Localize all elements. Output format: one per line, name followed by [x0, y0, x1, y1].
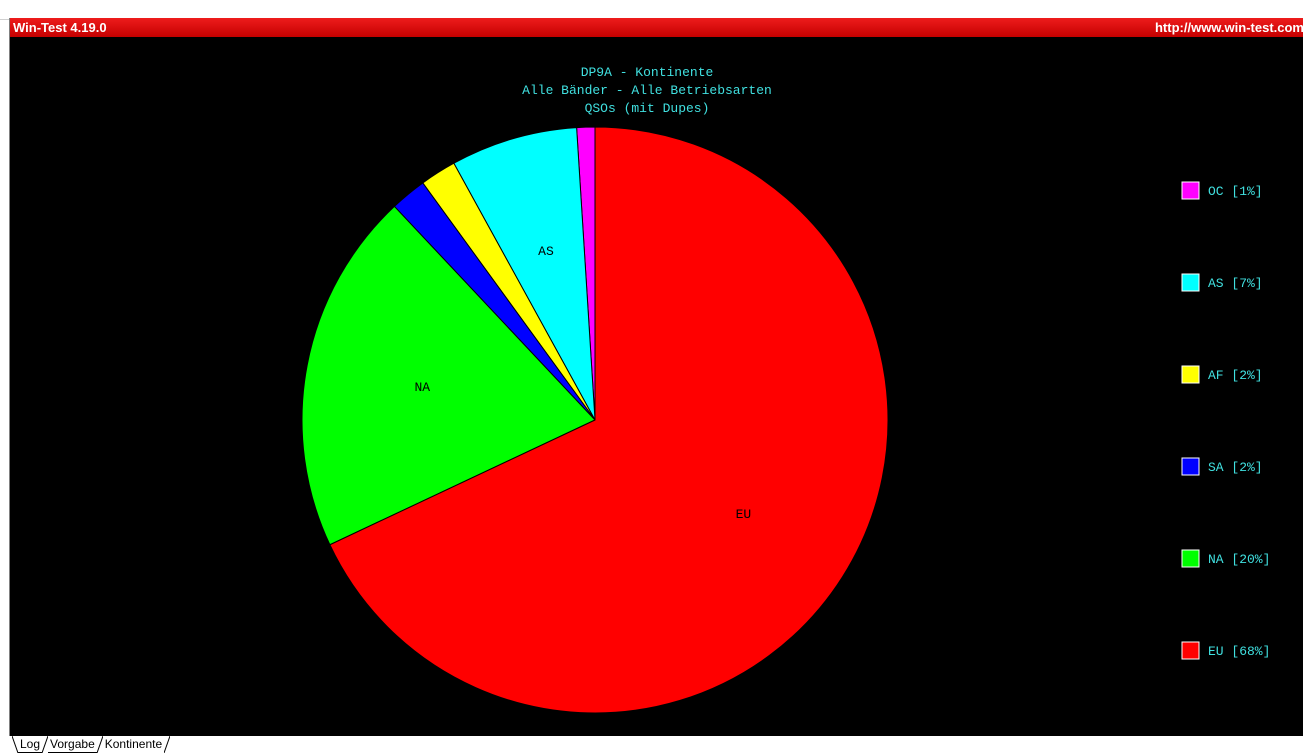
- app-title: Win-Test 4.19.0: [13, 20, 107, 35]
- pie-slice-as: [453, 127, 596, 421]
- tab-separator: [12, 736, 18, 753]
- legend-swatch-as: [1181, 273, 1200, 292]
- legend-label-oc: OC [1%]: [1208, 184, 1263, 199]
- legend-swatch-af: [1181, 365, 1200, 384]
- tab-separator: [96, 736, 103, 753]
- tab-log[interactable]: Log: [18, 737, 43, 753]
- chart-title: DP9A - Kontinente: [581, 65, 714, 80]
- legend-swatch-eu: [1181, 641, 1200, 660]
- sheet-tab-bar: Log Vorgabe Kontinente: [9, 735, 1303, 754]
- chart-legend: OC [1%] AS [7%] AF [2%] SA [2%] NA [20%] EU […: [1181, 181, 1270, 660]
- website-link[interactable]: http://www.win-test.com: [1154, 20, 1303, 35]
- tab-separator: [42, 736, 49, 753]
- legend-label-sa: SA [2%]: [1208, 460, 1263, 475]
- slice-label-eu: EU: [736, 507, 752, 522]
- legend-swatch-na: [1181, 549, 1200, 568]
- chart-area: DP9A - Kontinente Alle Bänder - Alle Bet…: [10, 37, 1303, 736]
- chart-subtitle-qsos: QSOs (mit Dupes): [585, 101, 710, 116]
- pie-slice-na: [301, 205, 596, 546]
- chart-window: Win-Test 4.19.0 http://www.win-test.com …: [9, 18, 1303, 736]
- legend-label-as: AS [7%]: [1208, 276, 1263, 291]
- top-strip: [0, 0, 1303, 20]
- pie-chart: DP9A - Kontinente Alle Bänder - Alle Bet…: [301, 65, 1270, 714]
- tab-vorgabe[interactable]: Vorgabe: [48, 737, 97, 753]
- legend-label-eu: EU [68%]: [1208, 644, 1270, 659]
- legend-label-na: NA [20%]: [1208, 552, 1270, 567]
- window-titlebar: Win-Test 4.19.0 http://www.win-test.com: [10, 18, 1303, 37]
- tab-separator: [164, 736, 171, 753]
- pie-slices: AS NA EU: [301, 126, 889, 714]
- slice-label-as: AS: [538, 244, 554, 259]
- pie-slice-eu: [329, 126, 889, 714]
- legend-swatch-sa: [1181, 457, 1200, 476]
- chart-subtitle-bands: Alle Bänder - Alle Betriebsarten: [522, 83, 772, 98]
- tab-kontinente[interactable]: Kontinente: [102, 735, 165, 753]
- slice-label-na: NA: [415, 380, 431, 395]
- legend-label-af: AF [2%]: [1208, 368, 1263, 383]
- legend-swatch-oc: [1181, 181, 1200, 200]
